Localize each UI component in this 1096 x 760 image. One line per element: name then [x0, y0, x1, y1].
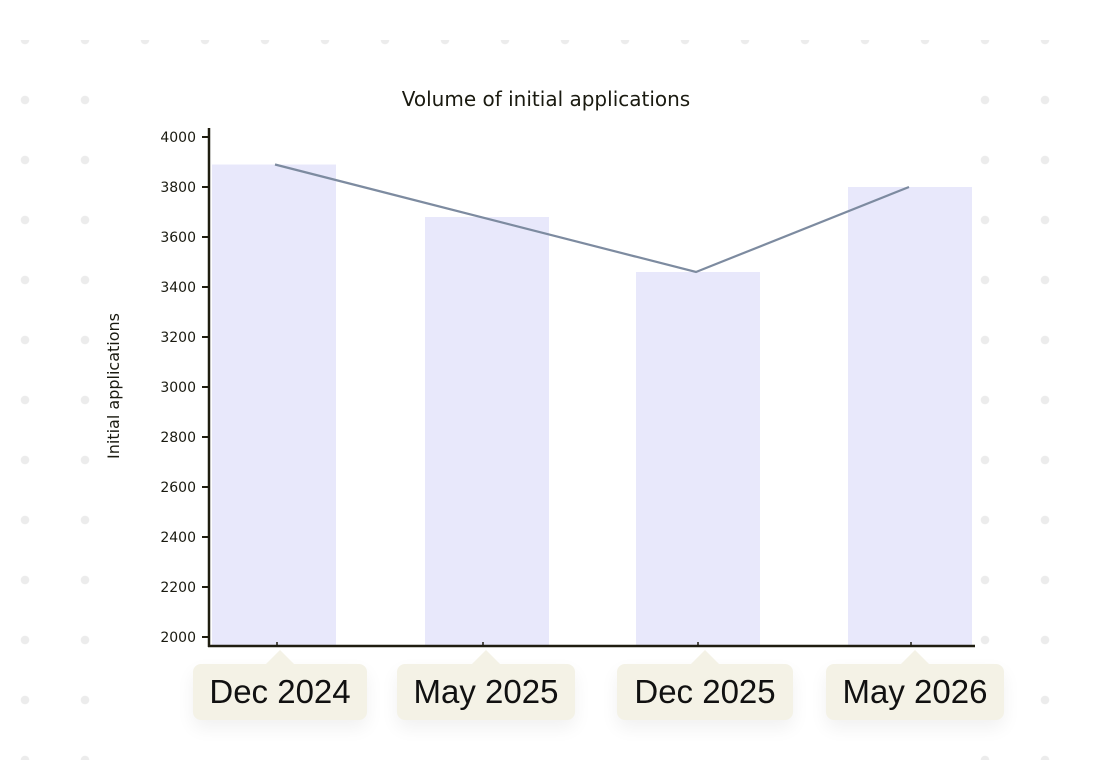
y-tick-label: 3400: [160, 280, 196, 296]
trend-line: [274, 163, 910, 274]
y-tick-label: 4000: [160, 130, 196, 146]
chart-title: Volume of initial applications: [402, 87, 690, 111]
bar-dec-2024: [212, 164, 336, 646]
y-tick-label: 2200: [160, 580, 196, 596]
x-label-may-2026: May 2026: [826, 650, 1004, 720]
y-ticks: 2000 2200 2400 2600 2800 3000 3200 3400 3600 3800…: [160, 130, 209, 646]
bar-may-2025: [425, 217, 549, 646]
y-tick-label: 3600: [160, 230, 196, 246]
y-tick-label: 2000: [160, 630, 196, 646]
y-tick-label: 3000: [160, 380, 196, 396]
y-axis-label: Initial applications: [104, 313, 123, 459]
x-label-dec-2024: Dec 2024: [193, 650, 367, 720]
y-tick-label: 2600: [160, 480, 196, 496]
x-ticks: [276, 642, 912, 646]
bar-dec-2025: [636, 272, 760, 646]
x-label-dec-2025: Dec 2025: [617, 650, 793, 720]
y-tick-label: 2800: [160, 430, 196, 446]
y-tick-label: 3200: [160, 330, 196, 346]
bar-may-2026: [848, 187, 972, 646]
y-tick-label: 2400: [160, 530, 196, 546]
bars: [212, 164, 972, 646]
x-label-may-2025: May 2025: [397, 650, 575, 720]
y-tick-label: 3800: [160, 180, 196, 196]
